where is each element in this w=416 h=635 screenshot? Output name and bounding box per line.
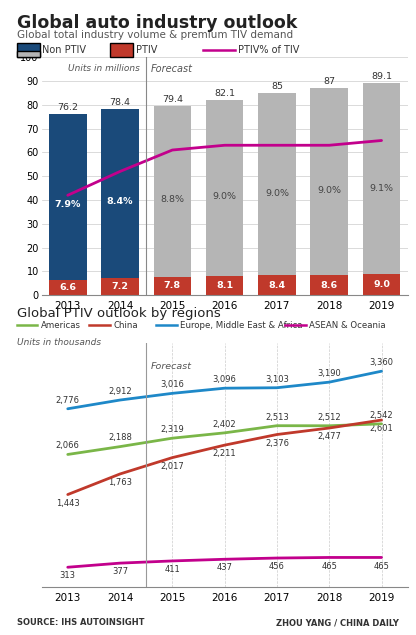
Text: 465: 465 bbox=[321, 561, 337, 571]
Text: 82.1: 82.1 bbox=[214, 89, 235, 98]
Text: 7.9%: 7.9% bbox=[54, 201, 81, 210]
Text: Forecast: Forecast bbox=[150, 64, 192, 74]
Text: Forecast: Forecast bbox=[150, 362, 191, 371]
Text: 2,601: 2,601 bbox=[370, 424, 394, 433]
Text: PTIV: PTIV bbox=[136, 44, 157, 55]
Text: 8.1: 8.1 bbox=[216, 281, 233, 290]
Text: 8.4: 8.4 bbox=[268, 281, 285, 290]
Text: 2,512: 2,512 bbox=[317, 413, 341, 422]
Text: 1,763: 1,763 bbox=[108, 478, 132, 487]
Text: Non PTIV: Non PTIV bbox=[42, 44, 87, 55]
Text: 8.8%: 8.8% bbox=[160, 196, 184, 204]
Text: 2,542: 2,542 bbox=[370, 411, 394, 420]
Text: 7.8: 7.8 bbox=[164, 281, 181, 290]
Text: 411: 411 bbox=[164, 565, 180, 574]
Text: 78.4: 78.4 bbox=[109, 98, 131, 107]
Bar bbox=[258, 93, 296, 276]
Text: 9.0%: 9.0% bbox=[317, 186, 341, 196]
Text: 8.6: 8.6 bbox=[321, 281, 338, 290]
Text: 437: 437 bbox=[217, 563, 233, 572]
Text: 2,211: 2,211 bbox=[213, 450, 236, 458]
Text: 3,016: 3,016 bbox=[161, 380, 184, 389]
Text: 2,319: 2,319 bbox=[161, 425, 184, 434]
Text: 2,376: 2,376 bbox=[265, 439, 289, 448]
Text: Global total industry volume & premium TIV demand: Global total industry volume & premium T… bbox=[17, 30, 293, 41]
Text: 2,188: 2,188 bbox=[108, 434, 132, 443]
Text: 1,443: 1,443 bbox=[56, 498, 79, 508]
Text: 2,912: 2,912 bbox=[108, 387, 132, 396]
Text: Europe, Middle East & Africa: Europe, Middle East & Africa bbox=[180, 321, 302, 330]
Bar bbox=[206, 276, 243, 295]
Bar bbox=[206, 100, 243, 276]
Text: Global auto industry outlook: Global auto industry outlook bbox=[17, 14, 297, 32]
Bar bbox=[101, 278, 139, 295]
Text: Americas: Americas bbox=[41, 321, 81, 330]
Bar bbox=[363, 83, 400, 274]
Bar bbox=[154, 106, 191, 277]
Text: 2,402: 2,402 bbox=[213, 420, 236, 429]
Text: 3,190: 3,190 bbox=[317, 369, 341, 378]
Text: 9.0%: 9.0% bbox=[213, 192, 237, 201]
Bar bbox=[258, 276, 296, 295]
Text: 2,776: 2,776 bbox=[56, 396, 80, 404]
Bar bbox=[101, 109, 139, 278]
Text: 465: 465 bbox=[374, 561, 389, 571]
Text: 9.0%: 9.0% bbox=[265, 189, 289, 197]
Text: 377: 377 bbox=[112, 567, 128, 577]
Text: Units in thousands: Units in thousands bbox=[17, 338, 101, 347]
Text: 8.4%: 8.4% bbox=[107, 197, 133, 206]
Bar bbox=[363, 274, 400, 295]
Text: 9.1%: 9.1% bbox=[369, 184, 394, 192]
Text: 3,360: 3,360 bbox=[369, 358, 394, 367]
Text: 2,017: 2,017 bbox=[161, 462, 184, 471]
Text: 9.0: 9.0 bbox=[373, 280, 390, 289]
Text: ZHOU YANG / CHINA DAILY: ZHOU YANG / CHINA DAILY bbox=[277, 618, 399, 627]
Text: 3,103: 3,103 bbox=[265, 375, 289, 384]
Text: PTIV% of TIV: PTIV% of TIV bbox=[238, 44, 300, 55]
Text: 76.2: 76.2 bbox=[57, 103, 78, 112]
Text: 89.1: 89.1 bbox=[371, 72, 392, 81]
Text: 79.4: 79.4 bbox=[162, 95, 183, 104]
Text: 87: 87 bbox=[323, 77, 335, 86]
Text: 313: 313 bbox=[60, 572, 76, 580]
Text: ASEAN & Oceania: ASEAN & Oceania bbox=[309, 321, 386, 330]
Bar bbox=[310, 88, 348, 275]
Text: 2,513: 2,513 bbox=[265, 413, 289, 422]
Text: China: China bbox=[114, 321, 138, 330]
Text: 2,477: 2,477 bbox=[317, 432, 341, 441]
Bar bbox=[49, 279, 87, 295]
Text: Global PTIV outlook by regions: Global PTIV outlook by regions bbox=[17, 307, 220, 320]
Text: 6.6: 6.6 bbox=[59, 283, 76, 292]
Bar bbox=[154, 277, 191, 295]
Bar bbox=[49, 114, 87, 279]
Text: 2,066: 2,066 bbox=[56, 441, 80, 450]
Text: 7.2: 7.2 bbox=[111, 282, 129, 291]
Text: 3,096: 3,096 bbox=[213, 375, 237, 384]
Text: Units in millions: Units in millions bbox=[68, 64, 140, 73]
Text: 456: 456 bbox=[269, 562, 285, 572]
Text: SOURCE: IHS AUTOINSIGHT: SOURCE: IHS AUTOINSIGHT bbox=[17, 618, 144, 627]
Bar bbox=[310, 275, 348, 295]
Text: 85: 85 bbox=[271, 82, 283, 91]
